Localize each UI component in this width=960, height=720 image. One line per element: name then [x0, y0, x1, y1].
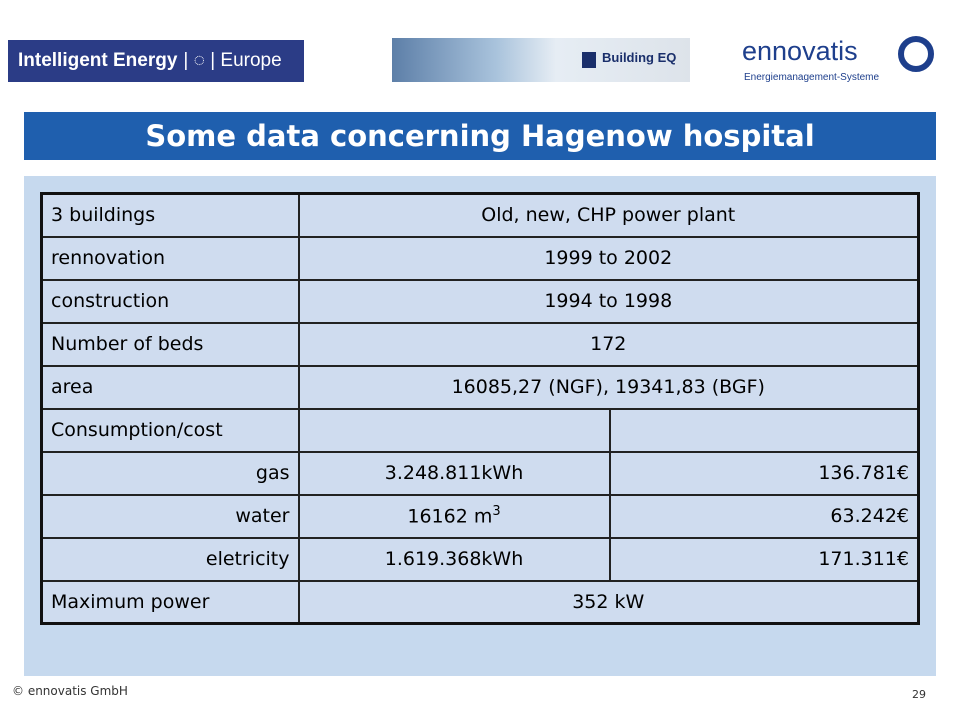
logo-text: Building EQ — [602, 50, 677, 65]
cell: 171.311€ — [608, 536, 920, 582]
cell: Consumption/cost — [40, 407, 300, 453]
logo-icon — [898, 36, 934, 72]
cell: Maximum power — [40, 579, 300, 625]
cell: rennovation — [40, 235, 300, 281]
cell — [608, 407, 920, 453]
cell: water — [40, 493, 300, 539]
logo-building-eq: Building EQ — [392, 38, 690, 82]
cell: 63.242€ — [608, 493, 920, 539]
logo-tagline: Energiemanagement-Systeme — [744, 72, 880, 83]
cell: 136.781€ — [608, 450, 920, 496]
cell: 172 — [297, 321, 920, 367]
cell: construction — [40, 278, 300, 324]
logo-ennovatis: ennovatis Energiemanagement-Systeme — [742, 36, 942, 86]
cell: 1994 to 1998 — [297, 278, 920, 324]
cell: 3.248.811kWh — [297, 450, 611, 496]
logo-icon — [582, 52, 596, 68]
logo-text: ennovatis — [742, 36, 858, 66]
cell: Old, new, CHP power plant — [297, 192, 920, 238]
cell: 1999 to 2002 — [297, 235, 920, 281]
logo-text: Europe — [220, 50, 282, 71]
cell: area — [40, 364, 300, 410]
superscript: 3 — [492, 504, 501, 520]
cell: gas — [40, 450, 300, 496]
cell: 3 buildings — [40, 192, 300, 238]
cell — [297, 407, 611, 453]
cell: 352 kW — [297, 579, 920, 625]
page-number: 29 — [912, 688, 926, 701]
cell: Number of beds — [40, 321, 300, 367]
cell: 16085,27 (NGF), 19341,83 (BGF) — [297, 364, 920, 410]
cell-text: 16162 m — [407, 505, 493, 528]
cell: eletricity — [40, 536, 300, 582]
data-table: 3 buildings Old, new, CHP power plant ren… — [40, 192, 920, 625]
cell: 16162 m3 — [297, 493, 611, 539]
slide-title: Some data concerning Hagenow hospital — [24, 112, 936, 160]
cell: 1.619.368kWh — [297, 536, 611, 582]
logo-intelligent-energy: Intelligent Energy | ◌ | Europe — [8, 40, 304, 82]
logo-text: Intelligent Energy — [18, 50, 178, 71]
copyright: © ennovatis GmbH — [12, 684, 128, 698]
